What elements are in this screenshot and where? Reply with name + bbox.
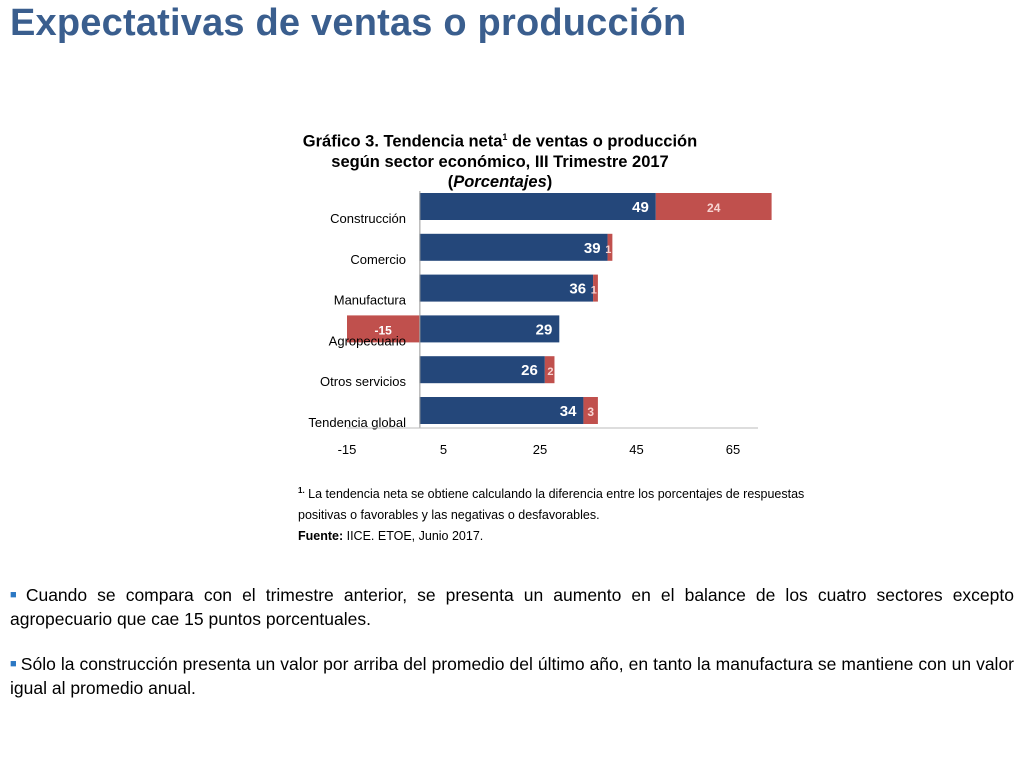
data-label-series1: 26: [521, 362, 538, 379]
bar-series2: [583, 397, 598, 424]
bar-series1: [419, 233, 608, 261]
page-title: Expectativas de ventas o producción: [10, 2, 687, 44]
category-label: Construcción: [330, 211, 406, 226]
bullet-item: ■ Cuando se compara con el trimestre ante…: [10, 585, 1014, 629]
category-label: Tendencia global: [308, 415, 406, 430]
data-label-series2: 3: [587, 405, 594, 419]
data-label-series1: 36: [569, 281, 586, 298]
bar-series2: [544, 356, 555, 384]
bullet-item: ■ Sólo la construcción presenta un valor …: [10, 654, 1015, 698]
square-bullet-icon: ■: [10, 589, 22, 601]
data-label-series1: 34: [560, 403, 577, 420]
category-label: Comercio: [350, 252, 406, 267]
footnote-definition: 1. La tendencia neta se obtiene calculan…: [298, 486, 805, 523]
data-label-series2: 1: [605, 244, 611, 256]
data-label-series1: 39: [584, 240, 601, 257]
data-label-series1: 49: [632, 199, 649, 216]
chart-title-line1: Gráfico 3. Tendencia neta1 de ventas o p…: [302, 132, 698, 151]
data-label-series2: 1: [591, 285, 597, 297]
category-label: Otros servicios: [320, 374, 406, 389]
data-label-series1: 29: [536, 321, 553, 338]
bar-series2: [593, 274, 598, 302]
chart-title-line3: (Porcentajes): [447, 172, 553, 191]
bar-series1: [419, 193, 656, 220]
data-label-series2: 24: [707, 201, 721, 215]
x-tick-label: 5: [440, 442, 447, 457]
x-tick-label: 45: [629, 442, 643, 457]
chart-footnote: 1. La tendencia neta se obtiene calculan…: [298, 480, 818, 547]
bar-series1: [419, 274, 594, 302]
data-label-series2: -15: [375, 323, 393, 337]
category-label: Manufactura: [334, 293, 407, 308]
chart-title: Gráfico 3. Tendencia neta1 de ventas o p…: [270, 127, 730, 192]
bar-series1: [419, 315, 560, 343]
square-bullet-icon: ■: [10, 658, 17, 670]
x-tick-label: 25: [533, 442, 547, 457]
bullet-list: ■ Cuando se compara con el trimestre ante…: [10, 583, 1014, 721]
bar-series2: [655, 193, 772, 220]
footnote-source: Fuente: IICE. ETOE, Junio 2017.: [298, 529, 484, 544]
bar-series2: [607, 233, 613, 261]
bar-series1: [419, 397, 584, 424]
x-tick-label: -15: [338, 442, 357, 457]
data-label-series2: 2: [547, 366, 553, 378]
bar-series1: [419, 356, 545, 384]
bar-series2: [347, 315, 420, 343]
chart-title-line2: según sector económico, III Trimestre 20…: [331, 152, 669, 171]
x-tick-label: 65: [726, 442, 740, 457]
category-label: Agropecuario: [329, 333, 406, 348]
